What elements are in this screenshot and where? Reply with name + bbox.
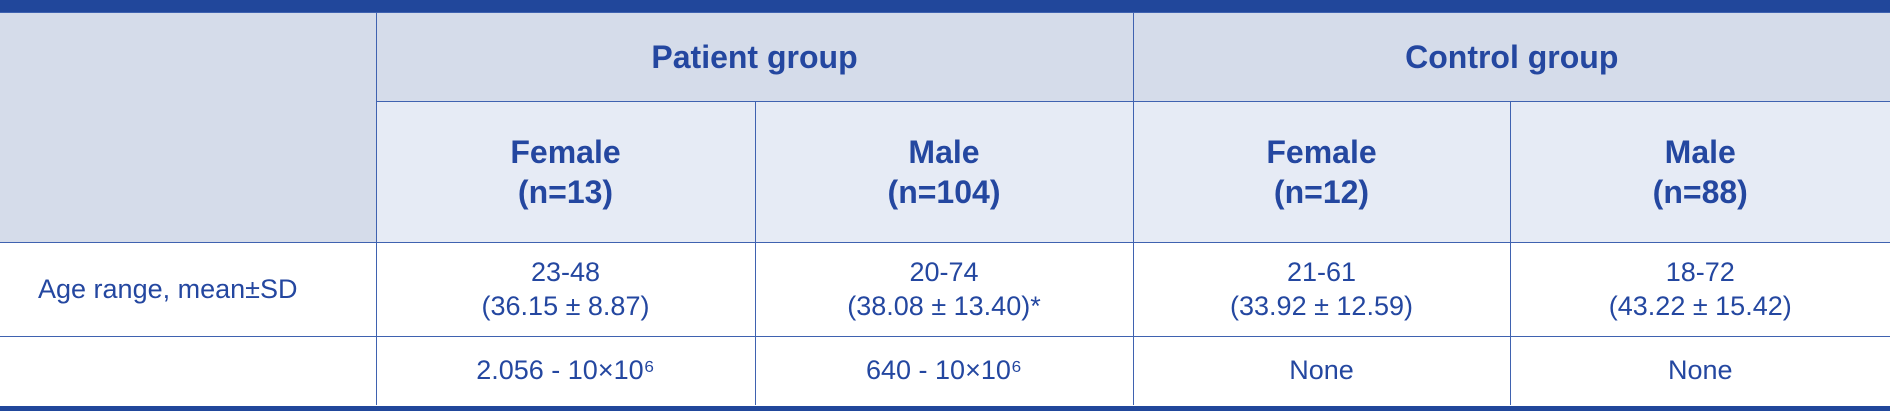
group-header: Control group bbox=[1132, 12, 1890, 102]
data-cell: None bbox=[1509, 336, 1890, 405]
subgroup-line: (n=13) bbox=[517, 174, 614, 210]
data-cell: 18-72 (43.22 ± 15.42) bbox=[1509, 242, 1890, 337]
group-header: Patient group bbox=[375, 12, 1134, 102]
cell-line: 20-74 bbox=[909, 256, 979, 287]
corner-cell bbox=[0, 12, 377, 243]
subgroup-header: Female (n=12) bbox=[1132, 101, 1511, 243]
subgroup-line: (n=104) bbox=[887, 174, 1001, 210]
cell-line: 21-61 bbox=[1286, 256, 1357, 287]
cell-line: 640 - 10×10⁶ bbox=[866, 355, 1022, 386]
data-cell: 20-74 (38.08 ± 13.40)* bbox=[754, 242, 1134, 337]
cell-line: (38.08 ± 13.40)* bbox=[847, 290, 1041, 321]
cell-line: (43.22 ± 15.42) bbox=[1608, 290, 1792, 321]
subgroup-line: (n=88) bbox=[1652, 174, 1748, 210]
row-label bbox=[0, 336, 377, 405]
cell-line: None bbox=[1667, 355, 1733, 386]
data-cell: 640 - 10×10⁶ bbox=[754, 336, 1134, 405]
data-cell: 2.056 - 10×10⁶ bbox=[375, 336, 756, 405]
data-row: Age range, mean±SD 23-48 (36.15 ± 8.87) 20-… bbox=[0, 242, 1890, 337]
subgroup-line: Female bbox=[1266, 134, 1377, 170]
subgroup-header: Male (n=88) bbox=[1509, 101, 1890, 243]
data-row: 2.056 - 10×10⁶ 640 - 10×10⁶ None None bbox=[0, 336, 1890, 405]
cell-line: 23-48 bbox=[530, 256, 601, 287]
subgroup-header: Male (n=104) bbox=[754, 101, 1134, 243]
subgroup-line: Male bbox=[1664, 134, 1736, 170]
subgroup-line: Male bbox=[908, 134, 980, 170]
cell-line: (33.92 ± 12.59) bbox=[1230, 290, 1413, 321]
data-cell: 23-48 (36.15 ± 8.87) bbox=[375, 242, 756, 337]
data-table: Patient group Control group Female (n=13) Ma… bbox=[0, 12, 1890, 405]
subgroup-line: Female bbox=[510, 134, 621, 170]
cell-line: 18-72 bbox=[1665, 256, 1735, 287]
cell-line: (36.15 ± 8.87) bbox=[481, 290, 650, 321]
data-cell: None bbox=[1132, 336, 1511, 405]
cell-line: 2.056 - 10×10⁶ bbox=[476, 355, 655, 386]
data-cell: 21-61 (33.92 ± 12.59) bbox=[1132, 242, 1511, 337]
subgroup-header: Female (n=13) bbox=[376, 101, 756, 243]
cell-line: None bbox=[1289, 355, 1354, 386]
subheader-row: Female (n=13) Male (n=104) Female (n=12) Male (… bbox=[0, 101, 1890, 243]
subgroup-line: (n=12) bbox=[1273, 174, 1370, 210]
header-row: Patient group Control group bbox=[0, 12, 1890, 243]
row-label: Age range, mean±SD bbox=[0, 242, 377, 337]
